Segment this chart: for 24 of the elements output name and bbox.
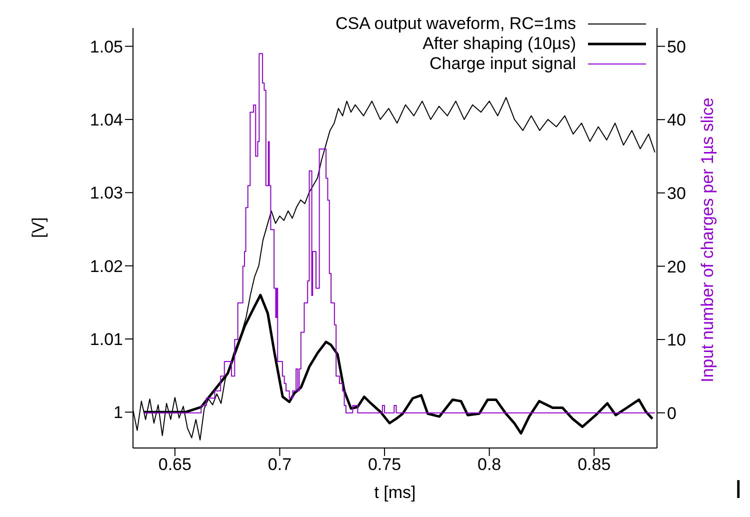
y-tick-label: 1.04 xyxy=(90,110,123,130)
y2-tick-label: 30 xyxy=(667,184,686,203)
x-axis-title: t [ms] xyxy=(374,483,416,502)
y2-tick-label: 40 xyxy=(667,110,686,130)
text: I xyxy=(734,474,742,505)
x-tick-label: 0.85 xyxy=(578,455,611,474)
x-tick-label: 0.75 xyxy=(368,455,402,474)
y-tick-label: 1.03 xyxy=(90,184,123,203)
y-tick-label: 1.01 xyxy=(90,330,123,350)
legend-label: Charge input signal xyxy=(430,54,576,74)
legend-label: CSA output waveform, RC=1ms xyxy=(336,14,576,34)
y-tick-label: 1.02 xyxy=(90,256,123,276)
y2-tick-label: 0 xyxy=(667,404,676,423)
y2-tick-label: 50 xyxy=(667,37,686,56)
y-tick-label: 1.05 xyxy=(90,37,123,56)
x-tick-label: 0.65 xyxy=(158,455,192,474)
y2-tick-label: 10 xyxy=(667,330,686,350)
legend-label: After shaping (10µs) xyxy=(422,34,576,54)
y2-tick-label: 20 xyxy=(667,257,686,276)
x-tick-label: 0.7 xyxy=(268,455,292,474)
y2-axis-title: Input number of charges per 1µs slice xyxy=(698,98,718,382)
y-axis-title: [V] xyxy=(29,217,48,238)
y-tick-label: 1 xyxy=(114,403,123,422)
x-tick-label: 0.8 xyxy=(478,455,502,474)
